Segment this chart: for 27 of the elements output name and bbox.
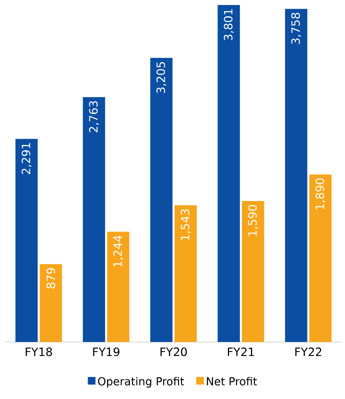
bar	[150, 58, 172, 342]
x-tick-label: FY18	[26, 348, 52, 356]
bar	[174, 205, 197, 342]
x-tick-label: FY20	[160, 348, 187, 356]
bar	[40, 264, 62, 342]
x-tick-label: FY22	[295, 348, 322, 356]
bar	[82, 97, 106, 342]
data-label: 3,801	[224, 9, 234, 40]
data-label: 2,763	[89, 101, 99, 132]
data-label: 1,543	[180, 209, 191, 240]
legend-label: Net Profit	[206, 376, 257, 386]
x-tick-label: FY19	[93, 348, 120, 356]
data-label: 3,205	[156, 62, 166, 94]
data-label: 1,590	[248, 205, 258, 236]
data-label: 1,244	[113, 236, 124, 266]
legend-label: Operating Profit	[98, 376, 184, 388]
data-label: 879	[46, 268, 56, 288]
data-label: 2,291	[22, 143, 32, 174]
bar	[242, 201, 264, 342]
bar	[107, 232, 130, 342]
bar	[218, 5, 240, 342]
data-label: 3,758	[291, 12, 302, 44]
bar	[15, 138, 38, 342]
bar	[285, 8, 308, 342]
x-tick-label: FY21	[228, 348, 254, 356]
bar	[309, 174, 332, 342]
data-label: 1,890	[316, 178, 326, 210]
